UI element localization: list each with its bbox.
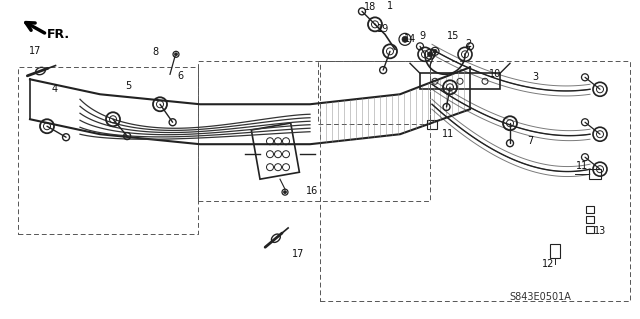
Text: 15: 15 xyxy=(447,31,459,41)
Text: S843E0501A: S843E0501A xyxy=(509,292,571,302)
Text: 9: 9 xyxy=(419,31,425,41)
Text: 13: 13 xyxy=(594,226,606,236)
Text: 8: 8 xyxy=(152,47,158,57)
Bar xyxy=(586,216,594,223)
Bar xyxy=(427,120,437,129)
Text: 17: 17 xyxy=(29,46,41,56)
Text: 4: 4 xyxy=(52,84,58,94)
Text: 11: 11 xyxy=(576,161,588,171)
Text: 10: 10 xyxy=(489,69,501,79)
Text: 12: 12 xyxy=(542,259,554,269)
Circle shape xyxy=(428,52,433,57)
Circle shape xyxy=(284,191,287,194)
Text: 7: 7 xyxy=(527,136,533,146)
Text: 17: 17 xyxy=(292,249,304,259)
Bar xyxy=(550,244,560,258)
Text: 1: 1 xyxy=(387,1,393,11)
Text: 3: 3 xyxy=(532,72,538,82)
Bar xyxy=(586,206,594,213)
Text: 14: 14 xyxy=(404,34,416,44)
Text: 18: 18 xyxy=(364,2,376,12)
Bar xyxy=(252,123,300,179)
Text: 11: 11 xyxy=(442,129,454,139)
Text: 2: 2 xyxy=(465,39,471,49)
Text: FR.: FR. xyxy=(47,28,70,41)
Text: 16: 16 xyxy=(306,186,318,196)
Text: 6: 6 xyxy=(177,71,183,81)
Text: 5: 5 xyxy=(125,81,131,91)
Circle shape xyxy=(175,53,177,56)
Bar xyxy=(586,226,594,233)
Bar xyxy=(589,169,601,179)
Text: 19: 19 xyxy=(377,24,389,34)
Circle shape xyxy=(433,49,437,53)
Circle shape xyxy=(402,36,408,42)
Bar xyxy=(420,73,500,89)
